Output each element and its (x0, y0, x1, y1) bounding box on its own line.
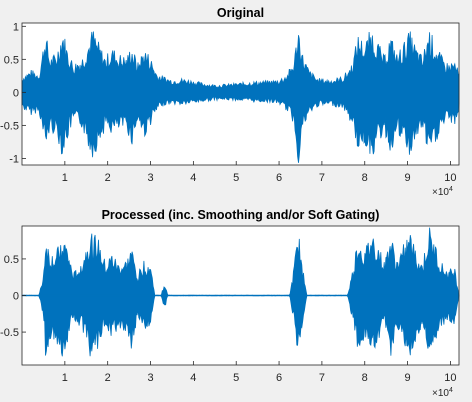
original-x-tick-label: 7 (319, 172, 325, 184)
original-axes: 1 2 3 4 5 6 7 8 9 10 -1 -0.5 0 0.5 1 Original ×104 (0, 6, 460, 198)
original-title: Original (217, 6, 264, 20)
original-y-tick-label: -0.5 (0, 120, 19, 132)
processed-x-tick-label: 7 (319, 372, 325, 384)
processed-y-ticks: -0.5 0 0.5 (0, 254, 26, 339)
processed-x-ticks: 1 2 3 4 5 6 7 8 9 10 (62, 361, 457, 384)
processed-x-tick-label: 4 (190, 372, 196, 384)
processed-x-tick-label: 1 (62, 372, 68, 384)
original-x-exponent: ×104 (432, 186, 453, 198)
processed-x-tick-label: 5 (233, 372, 239, 384)
original-x-tick-label: 3 (147, 172, 153, 184)
processed-x-tick-label: 3 (147, 372, 153, 384)
processed-title: Processed (inc. Smoothing and/or Soft Ga… (102, 208, 380, 222)
processed-y-tick-label: 0.5 (4, 254, 19, 266)
original-x-tick-label: 5 (233, 172, 239, 184)
original-axes-box (21, 22, 460, 166)
original-y-tick-label: -1 (9, 153, 19, 165)
original-x-ticks: 1 2 3 4 5 6 7 8 9 10 (62, 161, 457, 184)
original-y-tick-label: 0.5 (4, 54, 19, 66)
original-y-tick-label: 0 (13, 87, 19, 99)
original-x-tick-label: 4 (190, 172, 196, 184)
processed-y-tick-label: -0.5 (0, 327, 19, 339)
processed-x-exponent: ×104 (432, 387, 453, 399)
processed-x-tick-label: 2 (105, 372, 111, 384)
original-x-tick-label: 6 (276, 172, 282, 184)
original-y-tick-label: 1 (13, 21, 19, 33)
processed-x-tick-label: 10 (444, 372, 456, 384)
original-x-tick-label: 10 (444, 172, 456, 184)
original-y-ticks: -1 -0.5 0 0.5 1 (0, 21, 26, 165)
processed-axes-box (21, 225, 460, 366)
processed-x-tick-label: 6 (276, 372, 282, 384)
original-x-tick-label: 1 (62, 172, 68, 184)
processed-axes: 1 2 3 4 5 6 7 8 9 10 -0.5 0 0.5 Processed (inc. Smo… (0, 208, 460, 399)
original-x-tick-label: 2 (105, 172, 111, 184)
processed-x-tick-label: 8 (362, 372, 368, 384)
processed-y-tick-label: 0 (13, 291, 19, 303)
original-x-tick-label: 8 (362, 172, 368, 184)
original-x-tick-label: 9 (405, 172, 411, 184)
processed-x-tick-label: 9 (405, 372, 411, 384)
